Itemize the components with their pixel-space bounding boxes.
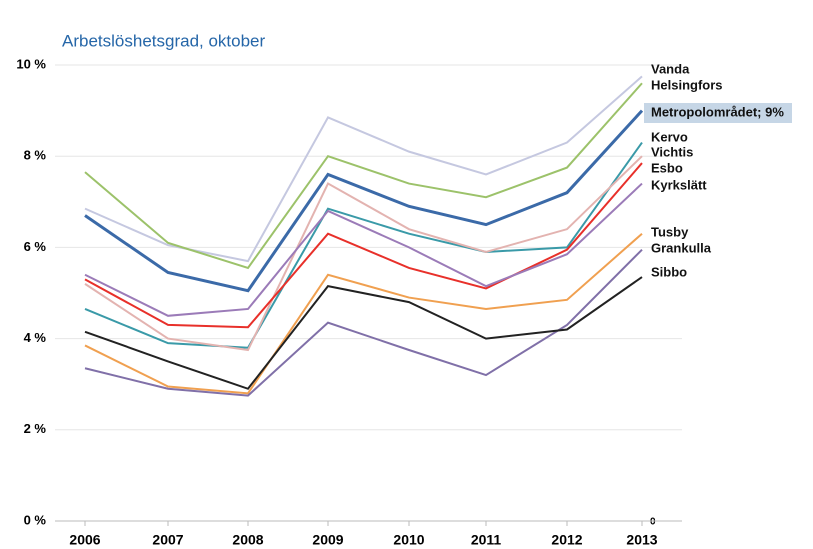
legend-label: Kervo (651, 129, 688, 144)
series-line (84, 109, 644, 293)
series-line (84, 276, 643, 390)
series-line (84, 82, 643, 270)
x-tick-label: 2008 (232, 532, 263, 548)
legend-label: Esbo (651, 160, 683, 175)
y-tick-label: 0 % (24, 512, 47, 527)
legend-label: Sibbo (651, 264, 687, 279)
y-tick-label: 8 % (24, 148, 47, 163)
chart-title: Arbetslöshetsgrad, oktober (62, 31, 266, 50)
series-line (84, 155, 643, 352)
x-tick-label: 2010 (393, 532, 424, 548)
x-tick-label: 2007 (152, 532, 183, 548)
x-tick-label: 2006 (69, 532, 100, 548)
series-line (84, 162, 643, 329)
x-tick-label: 2009 (312, 532, 343, 548)
legend-label: Helsingfors (651, 77, 723, 92)
series-line (84, 141, 643, 349)
legend-label: Tusby (651, 224, 689, 239)
series-line (84, 248, 643, 397)
y-tick-label: 2 % (24, 421, 47, 436)
x-tick-label: 2011 (471, 532, 502, 548)
y-tick-label: 10 % (16, 56, 46, 71)
x-tick-label: 2013 (626, 532, 657, 548)
x-tick-label: 2012 (551, 532, 582, 548)
legend-label: Metropolområdet; 9% (651, 104, 784, 119)
legend-highlight (644, 103, 792, 123)
y-tick-label: 4 % (24, 330, 47, 345)
legend-label: Kyrkslätt (651, 177, 707, 192)
series-line (84, 232, 643, 395)
legend-label: Vichtis (651, 144, 693, 159)
y-tick-label: 6 % (24, 239, 47, 254)
legend-label: Vanda (651, 61, 690, 76)
series-line (84, 182, 643, 317)
annotation: 0 (650, 517, 656, 528)
legend-label: Grankulla (651, 240, 712, 255)
